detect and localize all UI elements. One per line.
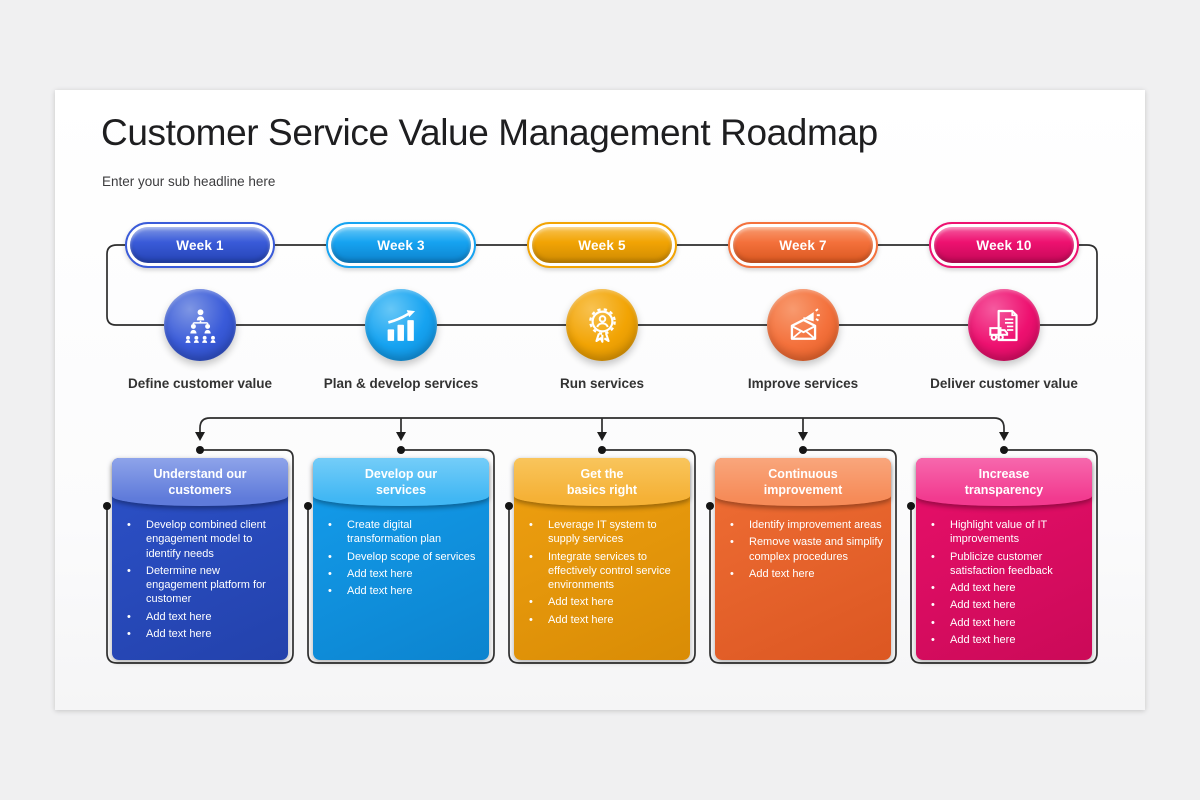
- card-body: Highlight value of IT improvements Public…: [916, 458, 1092, 660]
- subtitle-placeholder: Enter your sub headline here: [102, 174, 276, 189]
- bullet-list: Highlight value of IT improvements Public…: [920, 518, 1086, 648]
- bullet-item: Develop combined client engagement model…: [125, 518, 282, 561]
- week-pill-1: Week 1: [125, 222, 275, 268]
- bullet-item: Add text here: [929, 633, 1086, 648]
- card-title: Continuous improvement: [715, 458, 891, 506]
- bullet-item: Add text here: [527, 613, 684, 628]
- card-title: Develop our services: [313, 458, 489, 506]
- stage-label-define: Define customer value: [127, 376, 273, 391]
- stage-circle-define: [164, 289, 236, 361]
- bracket-nodes: [103, 446, 1008, 510]
- bullet-list: Develop combined client engagement model…: [116, 518, 282, 642]
- bullet-item: Remove waste and simplify complex proced…: [728, 535, 885, 564]
- medal-icon: [588, 307, 616, 343]
- week-pill-5: Week 5: [527, 222, 677, 268]
- card-title: Increase transparency: [916, 458, 1092, 506]
- bullet-list: Identify improvement areas Remove waste a…: [719, 518, 885, 581]
- stage-label-improve: Improve services: [747, 376, 859, 391]
- announcement-mail-icon: [790, 307, 820, 340]
- card-title: Understand our customers: [112, 458, 288, 506]
- page-title: Customer Service Value Management Roadma…: [101, 112, 878, 153]
- card-brackets: [106, 449, 1098, 664]
- bullet-item: Develop scope of services: [326, 550, 483, 565]
- arrowheads: [195, 432, 1009, 441]
- bullet-item: Add text here: [326, 567, 483, 582]
- stage-circle-plan: [365, 289, 437, 361]
- week-pill-label: Week 5: [532, 227, 672, 263]
- growth-chart-icon: [387, 309, 415, 341]
- bullet-item: Highlight value of IT improvements: [929, 518, 1086, 547]
- delivery-document-icon: [988, 309, 1018, 341]
- bullet-list: Create digital transformation plan Develo…: [317, 518, 483, 599]
- bullet-item: Add text here: [929, 598, 1086, 613]
- card-body: Leverage IT system to supply services Int…: [514, 458, 690, 660]
- bullet-list: Leverage IT system to supply services Int…: [518, 518, 684, 627]
- bullet-item: Add text here: [326, 584, 483, 599]
- bullet-item: Leverage IT system to supply services: [527, 518, 684, 547]
- week-pill-label: Week 10: [934, 227, 1074, 263]
- card-continuous-improvement: Identify improvement areas Remove waste a…: [715, 458, 891, 660]
- stage-circle-improve: [767, 289, 839, 361]
- card-body: Identify improvement areas Remove waste a…: [715, 458, 891, 660]
- bullet-item: Add text here: [125, 627, 282, 642]
- week-pill-label: Week 3: [331, 227, 471, 263]
- week-pill-label: Week 7: [733, 227, 873, 263]
- card-drop-connector: [195, 417, 1009, 441]
- bullet-item: Add text here: [728, 567, 885, 582]
- bullet-item: Add text here: [125, 610, 282, 625]
- bullet-item: Add text here: [929, 581, 1086, 596]
- card-basics-right: Leverage IT system to supply services Int…: [514, 458, 690, 660]
- bullet-item: Identify improvement areas: [728, 518, 885, 533]
- stage-label-plan: Plan & develop services: [323, 376, 479, 391]
- stage-label-deliver: Deliver customer value: [930, 376, 1078, 391]
- bullet-item: Integrate services to effectively contro…: [527, 550, 684, 593]
- card-increase-transparency: Highlight value of IT improvements Public…: [916, 458, 1092, 660]
- bullet-item: Add text here: [527, 595, 684, 610]
- card-body: Develop combined client engagement model…: [112, 458, 288, 660]
- week-pill-3: Week 3: [326, 222, 476, 268]
- bullet-item: Publicize customer satisfaction feedback: [929, 550, 1086, 579]
- bullet-item: Add text here: [929, 616, 1086, 631]
- stage-circle-run: [566, 289, 638, 361]
- week-pill-7: Week 7: [728, 222, 878, 268]
- stage-circle-deliver: [968, 289, 1040, 361]
- card-body: Create digital transformation plan Develo…: [313, 458, 489, 660]
- card-understand-customers: Develop combined client engagement model…: [112, 458, 288, 660]
- week-pill-label: Week 1: [130, 227, 270, 263]
- bullet-item: Determine new engagement platform for cu…: [125, 564, 282, 607]
- week-pill-10: Week 10: [929, 222, 1079, 268]
- stage-label-run: Run services: [559, 376, 645, 391]
- card-title: Get the basics right: [514, 458, 690, 506]
- bullet-item: Create digital transformation plan: [326, 518, 483, 547]
- card-develop-services: Create digital transformation plan Develo…: [313, 458, 489, 660]
- org-hierarchy-icon: [185, 308, 215, 343]
- slide: Customer Service Value Management Roadma…: [55, 90, 1145, 710]
